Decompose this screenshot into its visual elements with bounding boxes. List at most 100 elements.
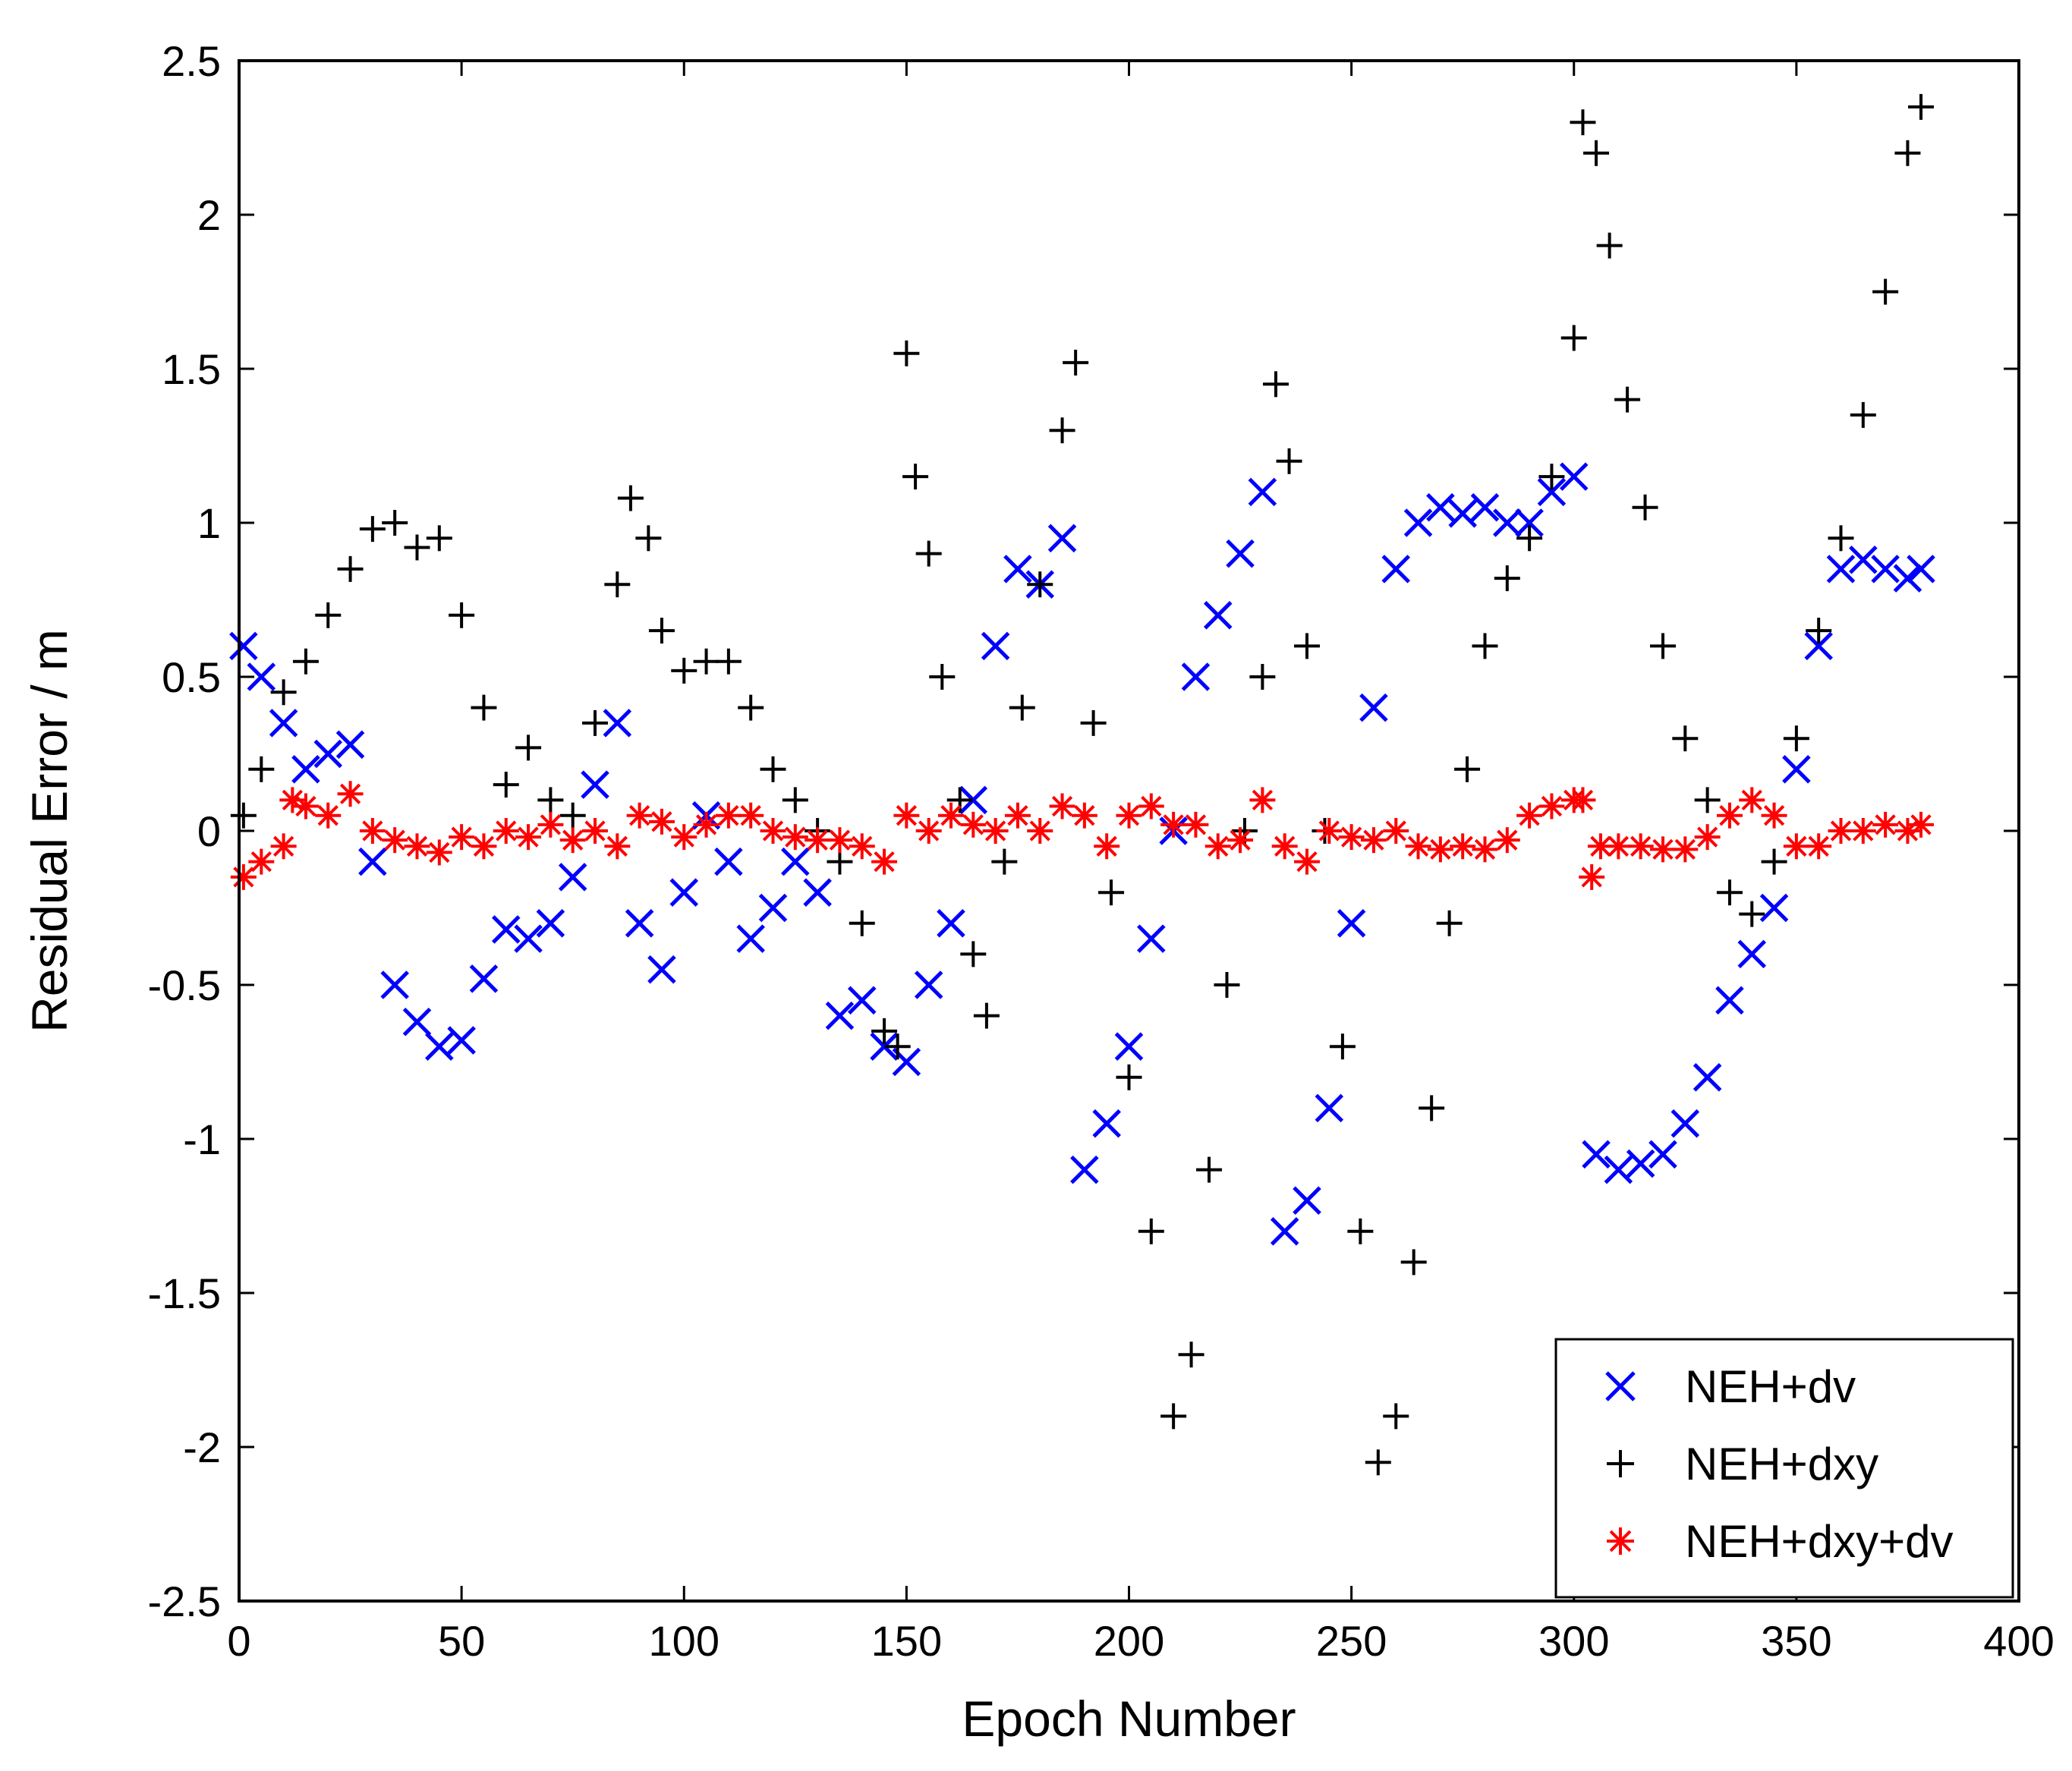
data-point xyxy=(537,811,564,838)
marker-stroke xyxy=(362,820,383,841)
marker-stroke xyxy=(1448,499,1477,528)
data-point xyxy=(1672,725,1699,752)
data-point xyxy=(425,1032,454,1061)
marker-stroke xyxy=(1315,1093,1344,1123)
data-point xyxy=(1249,664,1276,690)
data-point xyxy=(358,847,387,876)
marker-stroke xyxy=(473,835,495,857)
data-point xyxy=(1454,756,1481,782)
data-point xyxy=(1271,833,1298,860)
data-point xyxy=(1893,564,1922,593)
data-point xyxy=(738,802,764,829)
data-point xyxy=(825,1001,855,1030)
data-point xyxy=(1098,879,1125,906)
data-point xyxy=(1849,545,1878,574)
data-point xyxy=(559,802,586,829)
data-point xyxy=(893,802,920,829)
marker-stroke xyxy=(233,867,254,888)
marker-stroke xyxy=(803,878,832,907)
marker-stroke xyxy=(1430,838,1451,860)
marker-stroke xyxy=(1007,805,1028,826)
data-point xyxy=(991,848,1018,875)
data-point xyxy=(982,818,1009,844)
marker-stroke xyxy=(272,835,294,857)
data-point xyxy=(404,833,430,860)
data-point xyxy=(1116,1064,1142,1090)
marker-stroke xyxy=(1470,492,1500,522)
data-series xyxy=(229,93,1935,1476)
marker-stroke xyxy=(380,970,409,999)
data-point xyxy=(1070,1155,1099,1184)
marker-stroke xyxy=(1893,564,1922,593)
data-point xyxy=(582,818,608,844)
data-point xyxy=(760,818,786,844)
x-tick-label: 300 xyxy=(1538,1617,1609,1665)
marker-stroke xyxy=(295,795,316,817)
marker-stroke xyxy=(918,820,940,841)
data-point xyxy=(1071,802,1097,829)
data-point xyxy=(617,485,644,511)
data-point xyxy=(1804,631,1833,661)
data-point xyxy=(1739,787,1765,813)
data-point xyxy=(1427,836,1453,863)
data-point xyxy=(337,781,364,807)
data-point xyxy=(1027,818,1053,844)
marker-stroke xyxy=(317,805,339,826)
marker-stroke xyxy=(914,970,943,999)
marker-stroke xyxy=(762,820,784,841)
marker-stroke xyxy=(625,909,654,938)
marker-stroke xyxy=(562,829,584,851)
data-point xyxy=(248,756,275,782)
marker-stroke xyxy=(1849,545,1878,574)
marker-stroke xyxy=(829,829,851,851)
marker-stroke xyxy=(695,814,717,835)
marker-stroke xyxy=(1737,939,1767,969)
legend-label: NEH+dv xyxy=(1685,1361,1856,1412)
series-neh-dxy xyxy=(230,93,1935,1476)
data-point xyxy=(1182,811,1209,838)
data-point xyxy=(929,664,956,690)
x-tick-label: 100 xyxy=(649,1617,720,1665)
data-point xyxy=(1596,232,1623,259)
data-point xyxy=(426,839,452,866)
data-point xyxy=(1559,462,1589,491)
marker-stroke xyxy=(447,1026,476,1055)
data-point xyxy=(1716,802,1743,829)
data-point xyxy=(1560,325,1587,351)
marker-stroke xyxy=(1763,805,1785,826)
marker-stroke xyxy=(1181,662,1211,691)
data-point xyxy=(1293,1186,1321,1215)
data-point xyxy=(1094,833,1120,860)
data-point xyxy=(1004,802,1031,829)
data-point xyxy=(493,818,519,844)
x-tick-label: 350 xyxy=(1761,1617,1831,1665)
marker-stroke xyxy=(335,730,365,760)
marker-stroke xyxy=(1782,755,1811,784)
data-point xyxy=(270,833,297,860)
data-point xyxy=(1419,1095,1445,1121)
marker-stroke xyxy=(1515,508,1544,537)
data-point xyxy=(1426,492,1455,522)
marker-stroke xyxy=(1092,1109,1121,1138)
marker-stroke xyxy=(669,878,699,907)
y-tick-label: 0 xyxy=(197,807,221,855)
marker-stroke xyxy=(736,924,765,953)
data-point xyxy=(1316,818,1343,844)
data-point xyxy=(313,739,343,769)
data-point xyxy=(230,802,257,829)
data-point xyxy=(884,1033,911,1060)
y-tick-label: 1.5 xyxy=(162,345,221,393)
data-point xyxy=(1570,109,1596,136)
x-tick-label: 200 xyxy=(1094,1617,1164,1665)
marker-stroke xyxy=(1853,820,1874,841)
data-point xyxy=(902,464,929,490)
marker-stroke xyxy=(1385,820,1406,841)
marker-stroke xyxy=(1581,867,1602,888)
data-point xyxy=(738,694,764,721)
data-point xyxy=(1583,140,1610,166)
data-point xyxy=(1582,1140,1611,1169)
data-point xyxy=(1739,901,1765,927)
marker-stroke xyxy=(1363,829,1384,851)
marker-stroke xyxy=(1759,893,1789,923)
